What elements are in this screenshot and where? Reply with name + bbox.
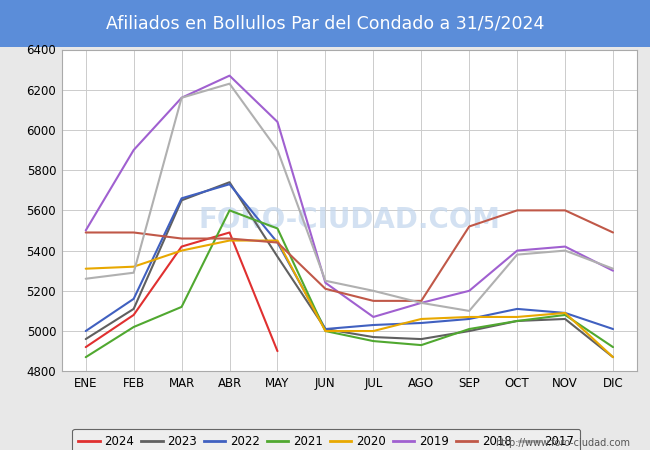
Text: http://www.foro-ciudad.com: http://www.foro-ciudad.com [495,438,630,448]
Text: Afiliados en Bollullos Par del Condado a 31/5/2024: Afiliados en Bollullos Par del Condado a… [106,14,544,33]
Legend: 2024, 2023, 2022, 2021, 2020, 2019, 2018, 2017: 2024, 2023, 2022, 2021, 2020, 2019, 2018… [72,429,580,450]
Text: FORO-CIUDAD.COM: FORO-CIUDAD.COM [198,206,500,234]
